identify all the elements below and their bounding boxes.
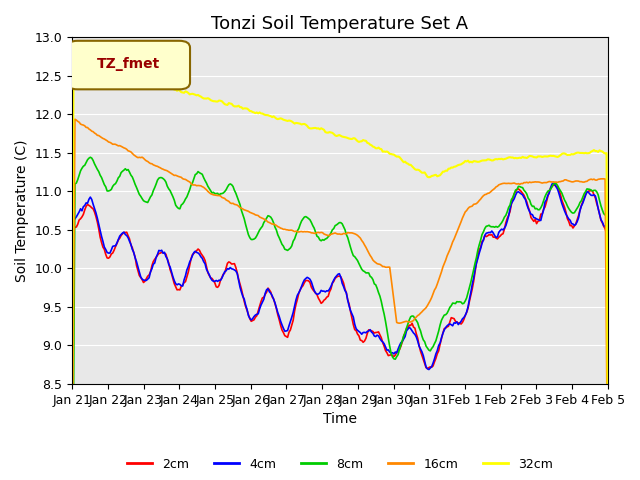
16cm bbox=[531, 179, 539, 185]
16cm bbox=[602, 176, 609, 182]
8cm bbox=[105, 188, 113, 194]
Line: 2cm: 2cm bbox=[72, 185, 608, 480]
Y-axis label: Soil Temperature (C): Soil Temperature (C) bbox=[15, 139, 29, 282]
2cm bbox=[344, 297, 351, 303]
2cm bbox=[530, 218, 538, 224]
4cm bbox=[103, 250, 111, 255]
16cm bbox=[88, 128, 95, 134]
16cm bbox=[452, 233, 460, 239]
4cm bbox=[602, 224, 609, 229]
8cm bbox=[531, 206, 539, 212]
8cm bbox=[86, 155, 94, 160]
FancyBboxPatch shape bbox=[67, 41, 190, 89]
16cm bbox=[71, 116, 79, 122]
32cm bbox=[604, 446, 612, 452]
2cm bbox=[86, 204, 94, 209]
Title: Tonzi Soil Temperature Set A: Tonzi Soil Temperature Set A bbox=[211, 15, 468, 33]
Line: 32cm: 32cm bbox=[72, 60, 608, 449]
32cm bbox=[602, 151, 609, 156]
2cm bbox=[550, 182, 557, 188]
2cm bbox=[103, 255, 111, 261]
16cm bbox=[105, 139, 113, 145]
32cm bbox=[105, 68, 113, 74]
16cm bbox=[346, 230, 353, 236]
Line: 4cm: 4cm bbox=[72, 183, 608, 480]
2cm bbox=[602, 226, 609, 232]
4cm bbox=[450, 320, 458, 325]
X-axis label: Time: Time bbox=[323, 412, 357, 426]
4cm bbox=[530, 215, 538, 220]
2cm bbox=[450, 316, 458, 322]
Line: 16cm: 16cm bbox=[72, 119, 608, 480]
8cm bbox=[604, 420, 612, 425]
Legend: 2cm, 4cm, 8cm, 16cm, 32cm: 2cm, 4cm, 8cm, 16cm, 32cm bbox=[122, 453, 558, 476]
Text: TZ_fmet: TZ_fmet bbox=[97, 58, 160, 72]
8cm bbox=[346, 240, 353, 245]
4cm bbox=[344, 297, 351, 303]
32cm bbox=[68, 384, 76, 389]
32cm bbox=[531, 155, 539, 160]
8cm bbox=[88, 155, 95, 161]
32cm bbox=[452, 164, 460, 169]
32cm bbox=[346, 136, 353, 142]
4cm bbox=[86, 194, 94, 200]
8cm bbox=[602, 212, 609, 218]
32cm bbox=[71, 57, 79, 63]
4cm bbox=[550, 180, 557, 186]
8cm bbox=[452, 300, 460, 306]
Line: 8cm: 8cm bbox=[72, 157, 608, 480]
32cm bbox=[88, 65, 95, 71]
